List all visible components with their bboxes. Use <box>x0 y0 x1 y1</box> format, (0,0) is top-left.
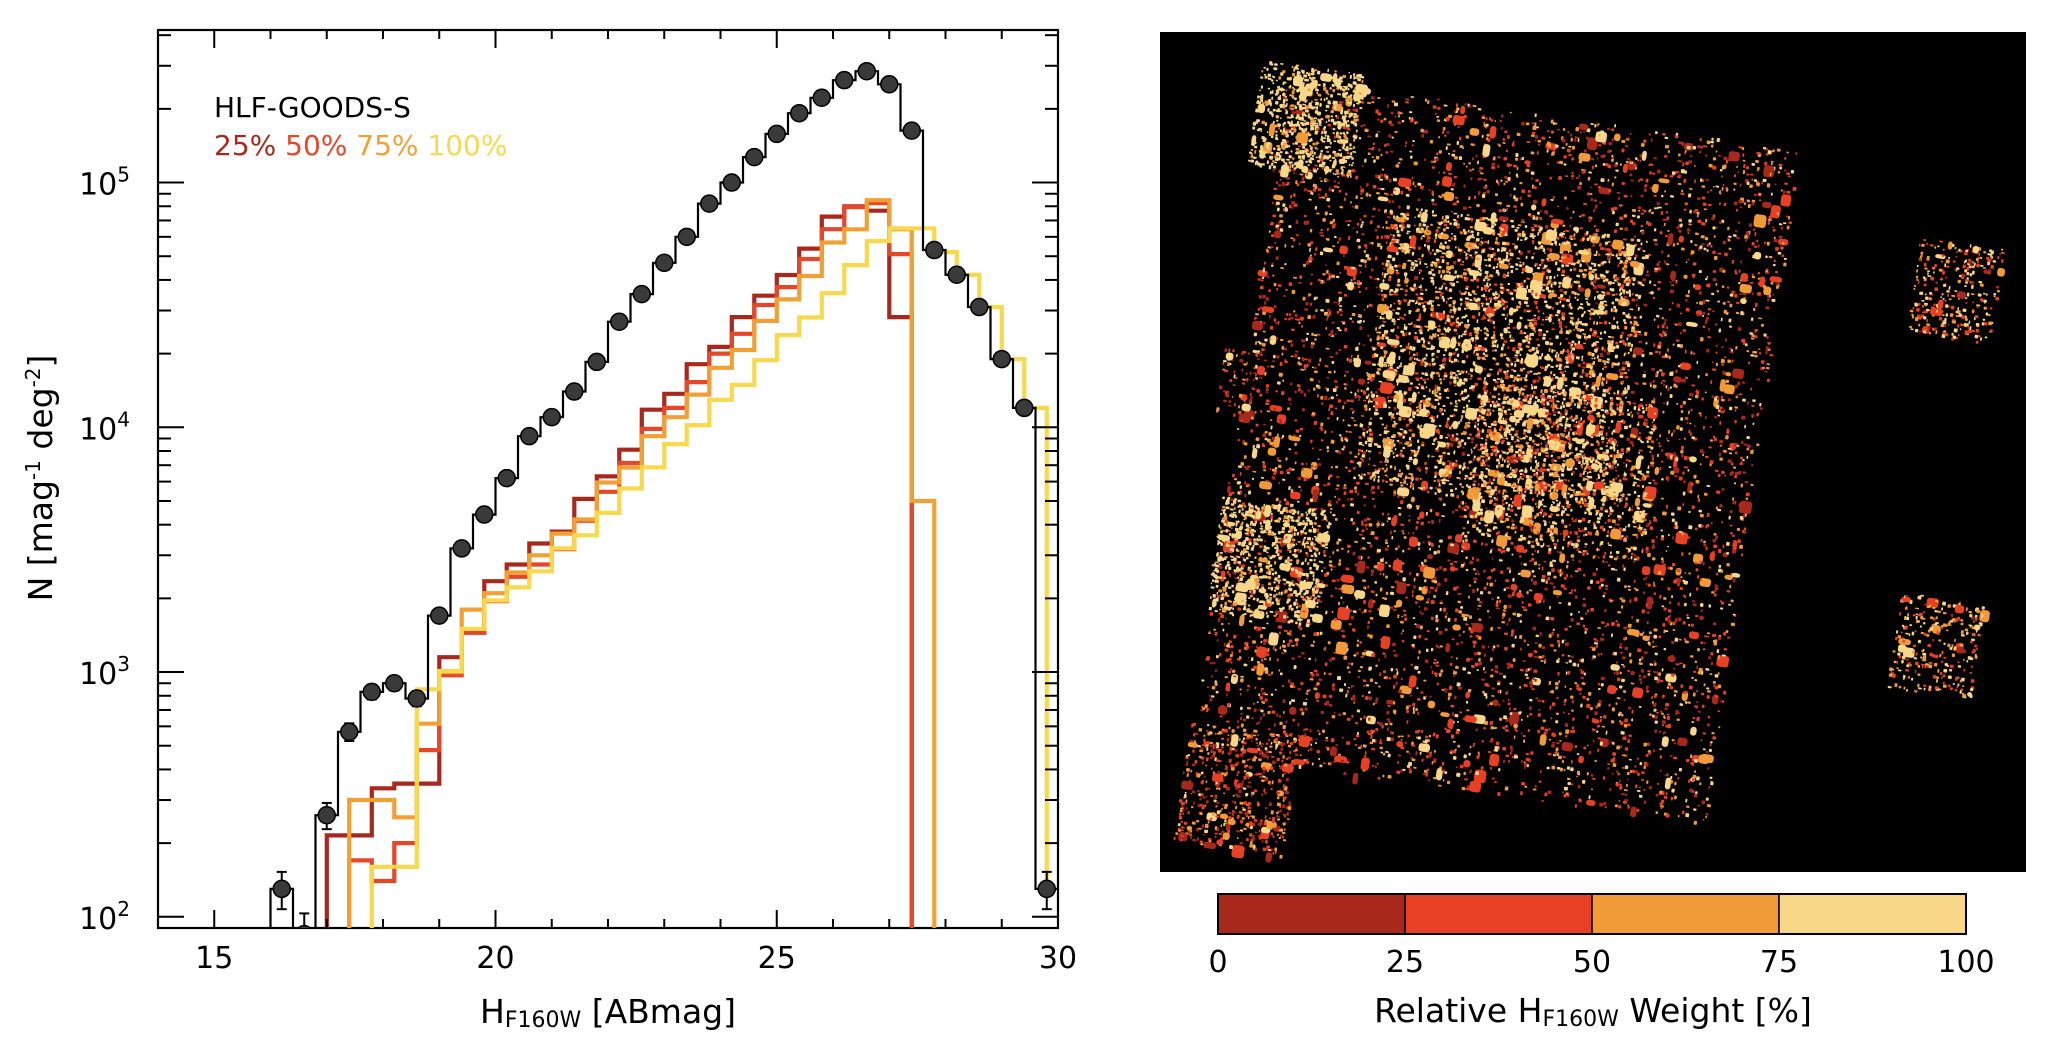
parallel-field-top-left <box>1248 61 1372 179</box>
total-point <box>925 240 944 260</box>
total-point <box>992 349 1011 369</box>
total-point <box>970 297 989 317</box>
total-point <box>857 61 876 81</box>
colorbar-tick-label: 50 <box>1573 945 1611 980</box>
parallel-field-lower-right <box>1887 594 1990 699</box>
deep-core <box>1353 208 1650 517</box>
y-tick-label: 105 <box>79 163 130 203</box>
total-point <box>587 352 606 372</box>
total-point <box>565 382 584 401</box>
total-point <box>520 426 539 446</box>
total-point <box>475 505 494 524</box>
total-point <box>767 124 786 144</box>
total-point <box>677 227 696 247</box>
parallel-field-right <box>1909 238 2006 344</box>
plot-frame <box>156 28 1060 930</box>
total-counts-series <box>269 61 1058 928</box>
total-point <box>722 173 741 192</box>
y-tick-label: 102 <box>79 897 130 937</box>
colorbar-segment <box>1217 893 1406 935</box>
x-tick-label: 20 <box>476 941 514 976</box>
total-point <box>452 539 471 558</box>
histogram-series-group <box>324 198 1049 928</box>
x-tick-label: 30 <box>1039 941 1077 976</box>
total-point <box>902 121 921 140</box>
colorbar-label: Relative HF160W Weight [%] <box>1374 991 1812 1032</box>
colorbar-tick-label: 0 <box>1208 945 1227 980</box>
colorbar <box>1217 893 1967 935</box>
total-point <box>385 673 404 693</box>
legend-title: HLF-GOODS-S <box>214 91 411 124</box>
legend-item-100pct: 100% <box>419 129 508 162</box>
colorbar-tick-label: 75 <box>1760 945 1798 980</box>
colorbar-tick-label: 25 <box>1386 945 1424 980</box>
total-point <box>430 606 449 625</box>
colorbar-tick-labels: 0 25 50 75 100 <box>1208 945 1994 980</box>
total-point <box>297 924 312 928</box>
core-secondary <box>1462 384 1659 561</box>
x-tick-label: 25 <box>758 941 796 976</box>
total-point <box>655 253 674 273</box>
total-point <box>497 468 516 488</box>
total-point <box>610 312 629 331</box>
small-patch-left <box>1216 348 1263 420</box>
total-point <box>790 103 809 123</box>
y-tick-label: 104 <box>79 407 130 447</box>
total-point <box>880 75 899 94</box>
legend-item-75pct: 75% <box>347 129 418 162</box>
legend: HLF-GOODS-S 25% 50% 75% 100% <box>214 91 507 162</box>
axis-ticks: 15 20 25 30 102 103 104 105 <box>79 30 1077 976</box>
legend-item-25pct: 25% <box>214 129 276 162</box>
total-point <box>542 407 561 427</box>
total-point <box>745 147 764 167</box>
colorbar-tick-label: 100 <box>1937 945 1994 980</box>
weight-map-fields <box>1173 61 2006 863</box>
weight-map-panel: 0 25 50 75 100 Relative HF160W Weight [%] <box>1160 32 2026 1032</box>
legend-items: 25% 50% 75% 100% <box>214 129 507 162</box>
colorbar-segment <box>1591 893 1780 935</box>
total-point <box>1015 398 1034 418</box>
total-point <box>272 879 291 899</box>
y-tick-label: 103 <box>79 652 130 692</box>
total-point <box>1037 879 1056 899</box>
series-25pct-line <box>324 204 914 928</box>
parallel-field-bottom-left <box>1173 722 1305 863</box>
magnitude-histogram-chart: 15 20 25 30 102 103 104 105 HLF-GOODS-S 25% 50%… <box>21 28 1077 1033</box>
x-axis-label: HF160W [ABmag] <box>480 992 736 1033</box>
colorbar-segment <box>1404 893 1593 935</box>
colorbar-frame <box>1217 893 1967 935</box>
colorbar-segment <box>1778 893 1967 935</box>
total-point <box>362 682 381 702</box>
legend-item-50pct: 50% <box>276 129 347 162</box>
total-point <box>340 722 359 742</box>
total-point <box>632 284 651 304</box>
parallel-field-mid-left <box>1208 496 1332 628</box>
total-point <box>700 194 719 213</box>
total-point <box>812 88 831 108</box>
total-point <box>835 70 854 90</box>
total-point <box>947 265 966 285</box>
total-point <box>407 689 426 708</box>
x-tick-label: 15 <box>195 941 233 976</box>
total-point <box>317 805 336 825</box>
y-axis-label: N [mag-1 deg-2] <box>21 355 60 602</box>
